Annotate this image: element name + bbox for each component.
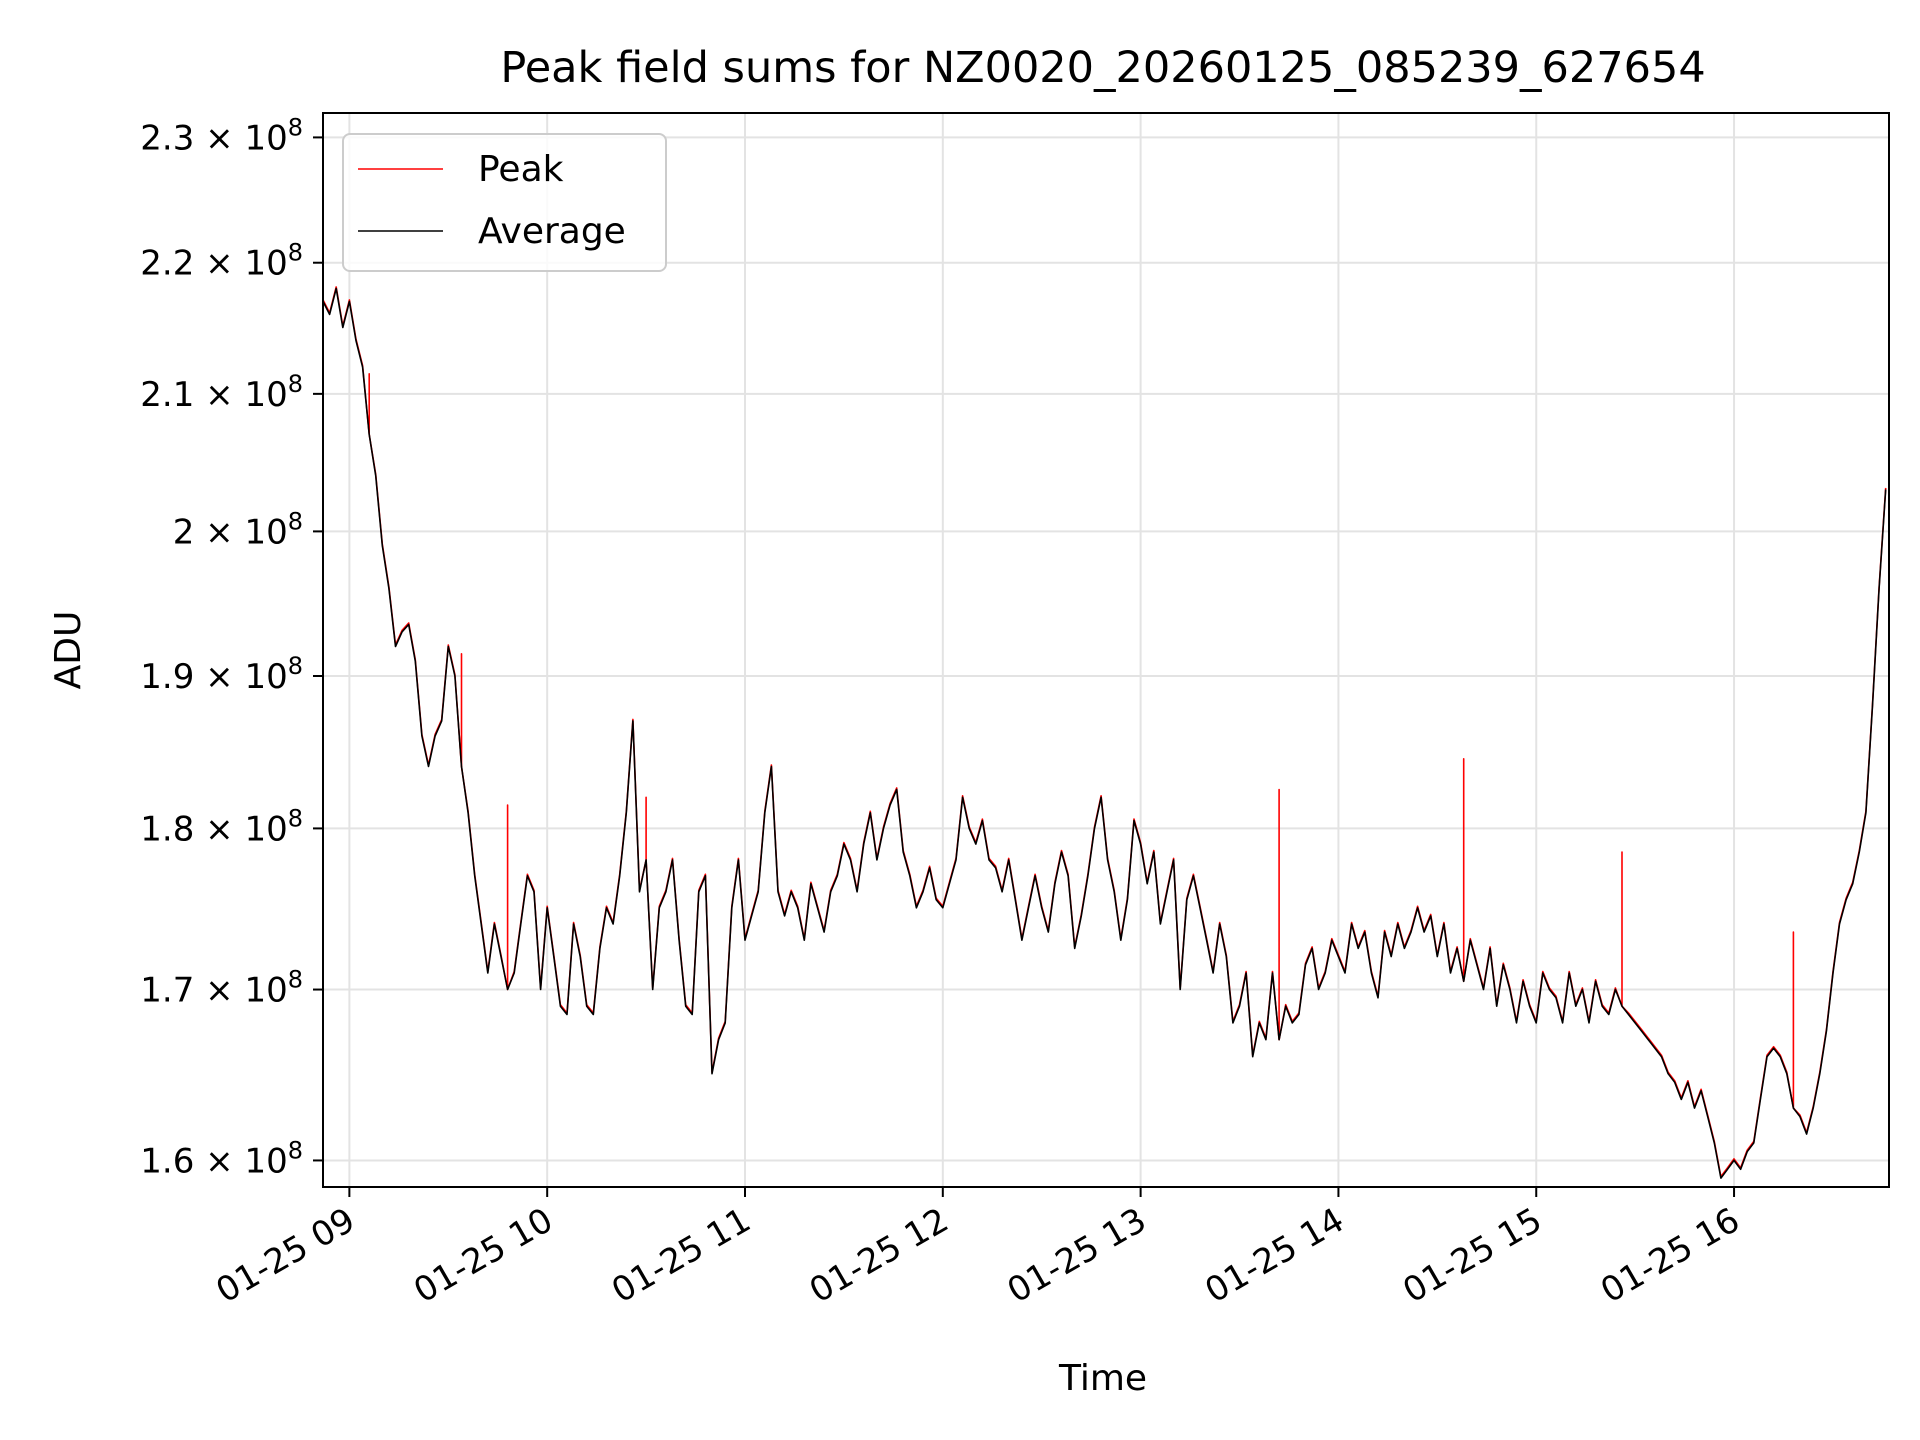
legend-average-label: Average xyxy=(478,211,626,252)
y-tick-exponent: 8 xyxy=(288,804,303,832)
y-tick-mantissa: 2 xyxy=(173,512,195,552)
y-tick-base: 10 xyxy=(244,657,287,697)
y-tick-mantissa: 2.2 xyxy=(140,244,194,284)
y-tick-label: 2.2 × 108 xyxy=(140,239,303,284)
y-tick-base: 10 xyxy=(244,809,287,849)
y-tick-label: 1.6 × 108 xyxy=(140,1136,303,1181)
legend-peak-label: Peak xyxy=(478,149,564,190)
y-tick-exponent: 8 xyxy=(288,966,303,994)
y-tick-label: 1.8 × 108 xyxy=(140,804,303,849)
y-tick-exponent: 8 xyxy=(288,113,303,141)
x-axis-label: Time xyxy=(1058,1358,1147,1399)
y-tick-times: × xyxy=(194,809,244,849)
series-line-average xyxy=(322,287,1887,1179)
y-tick-base: 10 xyxy=(244,1141,287,1181)
chart-title: Peak field sums for NZ0020_20260125_0852… xyxy=(500,43,1705,93)
y-axis-label: ADU xyxy=(48,611,89,690)
legend: Peak Average xyxy=(342,133,667,272)
y-tick-base: 10 xyxy=(244,971,287,1011)
y-tick-times: × xyxy=(194,375,244,415)
series-layer xyxy=(322,286,1887,1179)
y-tick-label: 2.3 × 108 xyxy=(140,113,303,158)
y-tick-base: 10 xyxy=(244,375,287,415)
y-tick-times: × xyxy=(194,118,244,158)
y-tick-mantissa: 1.6 xyxy=(140,1141,194,1181)
y-tick-exponent: 8 xyxy=(288,239,303,267)
y-tick-mantissa: 2.3 xyxy=(140,118,194,158)
y-tick-times: × xyxy=(194,657,244,697)
y-tick-mantissa: 1.7 xyxy=(140,971,194,1011)
y-tick-label: 2 × 108 xyxy=(173,507,303,552)
y-tick-exponent: 8 xyxy=(288,370,303,398)
y-tick-exponent: 8 xyxy=(288,507,303,535)
y-tick-exponent: 8 xyxy=(288,652,303,680)
y-tick-base: 10 xyxy=(244,512,287,552)
y-tick-mantissa: 1.8 xyxy=(140,809,194,849)
y-tick-times: × xyxy=(194,244,244,284)
y-tick-base: 10 xyxy=(244,118,287,158)
y-tick-label: 1.9 × 108 xyxy=(140,652,303,697)
plot-area-frame xyxy=(322,112,1890,1188)
y-tick-times: × xyxy=(194,512,244,552)
y-tick-mantissa: 1.9 xyxy=(140,657,194,697)
y-tick-base: 10 xyxy=(244,244,287,284)
y-tick-label: 2.1 × 108 xyxy=(140,370,303,415)
y-tick-label: 1.7 × 108 xyxy=(140,966,303,1011)
grid-lines xyxy=(323,113,1889,1187)
y-tick-times: × xyxy=(194,971,244,1011)
y-tick-exponent: 8 xyxy=(288,1136,303,1164)
y-tick-times: × xyxy=(194,1141,244,1181)
y-tick-mantissa: 2.1 xyxy=(140,375,194,415)
